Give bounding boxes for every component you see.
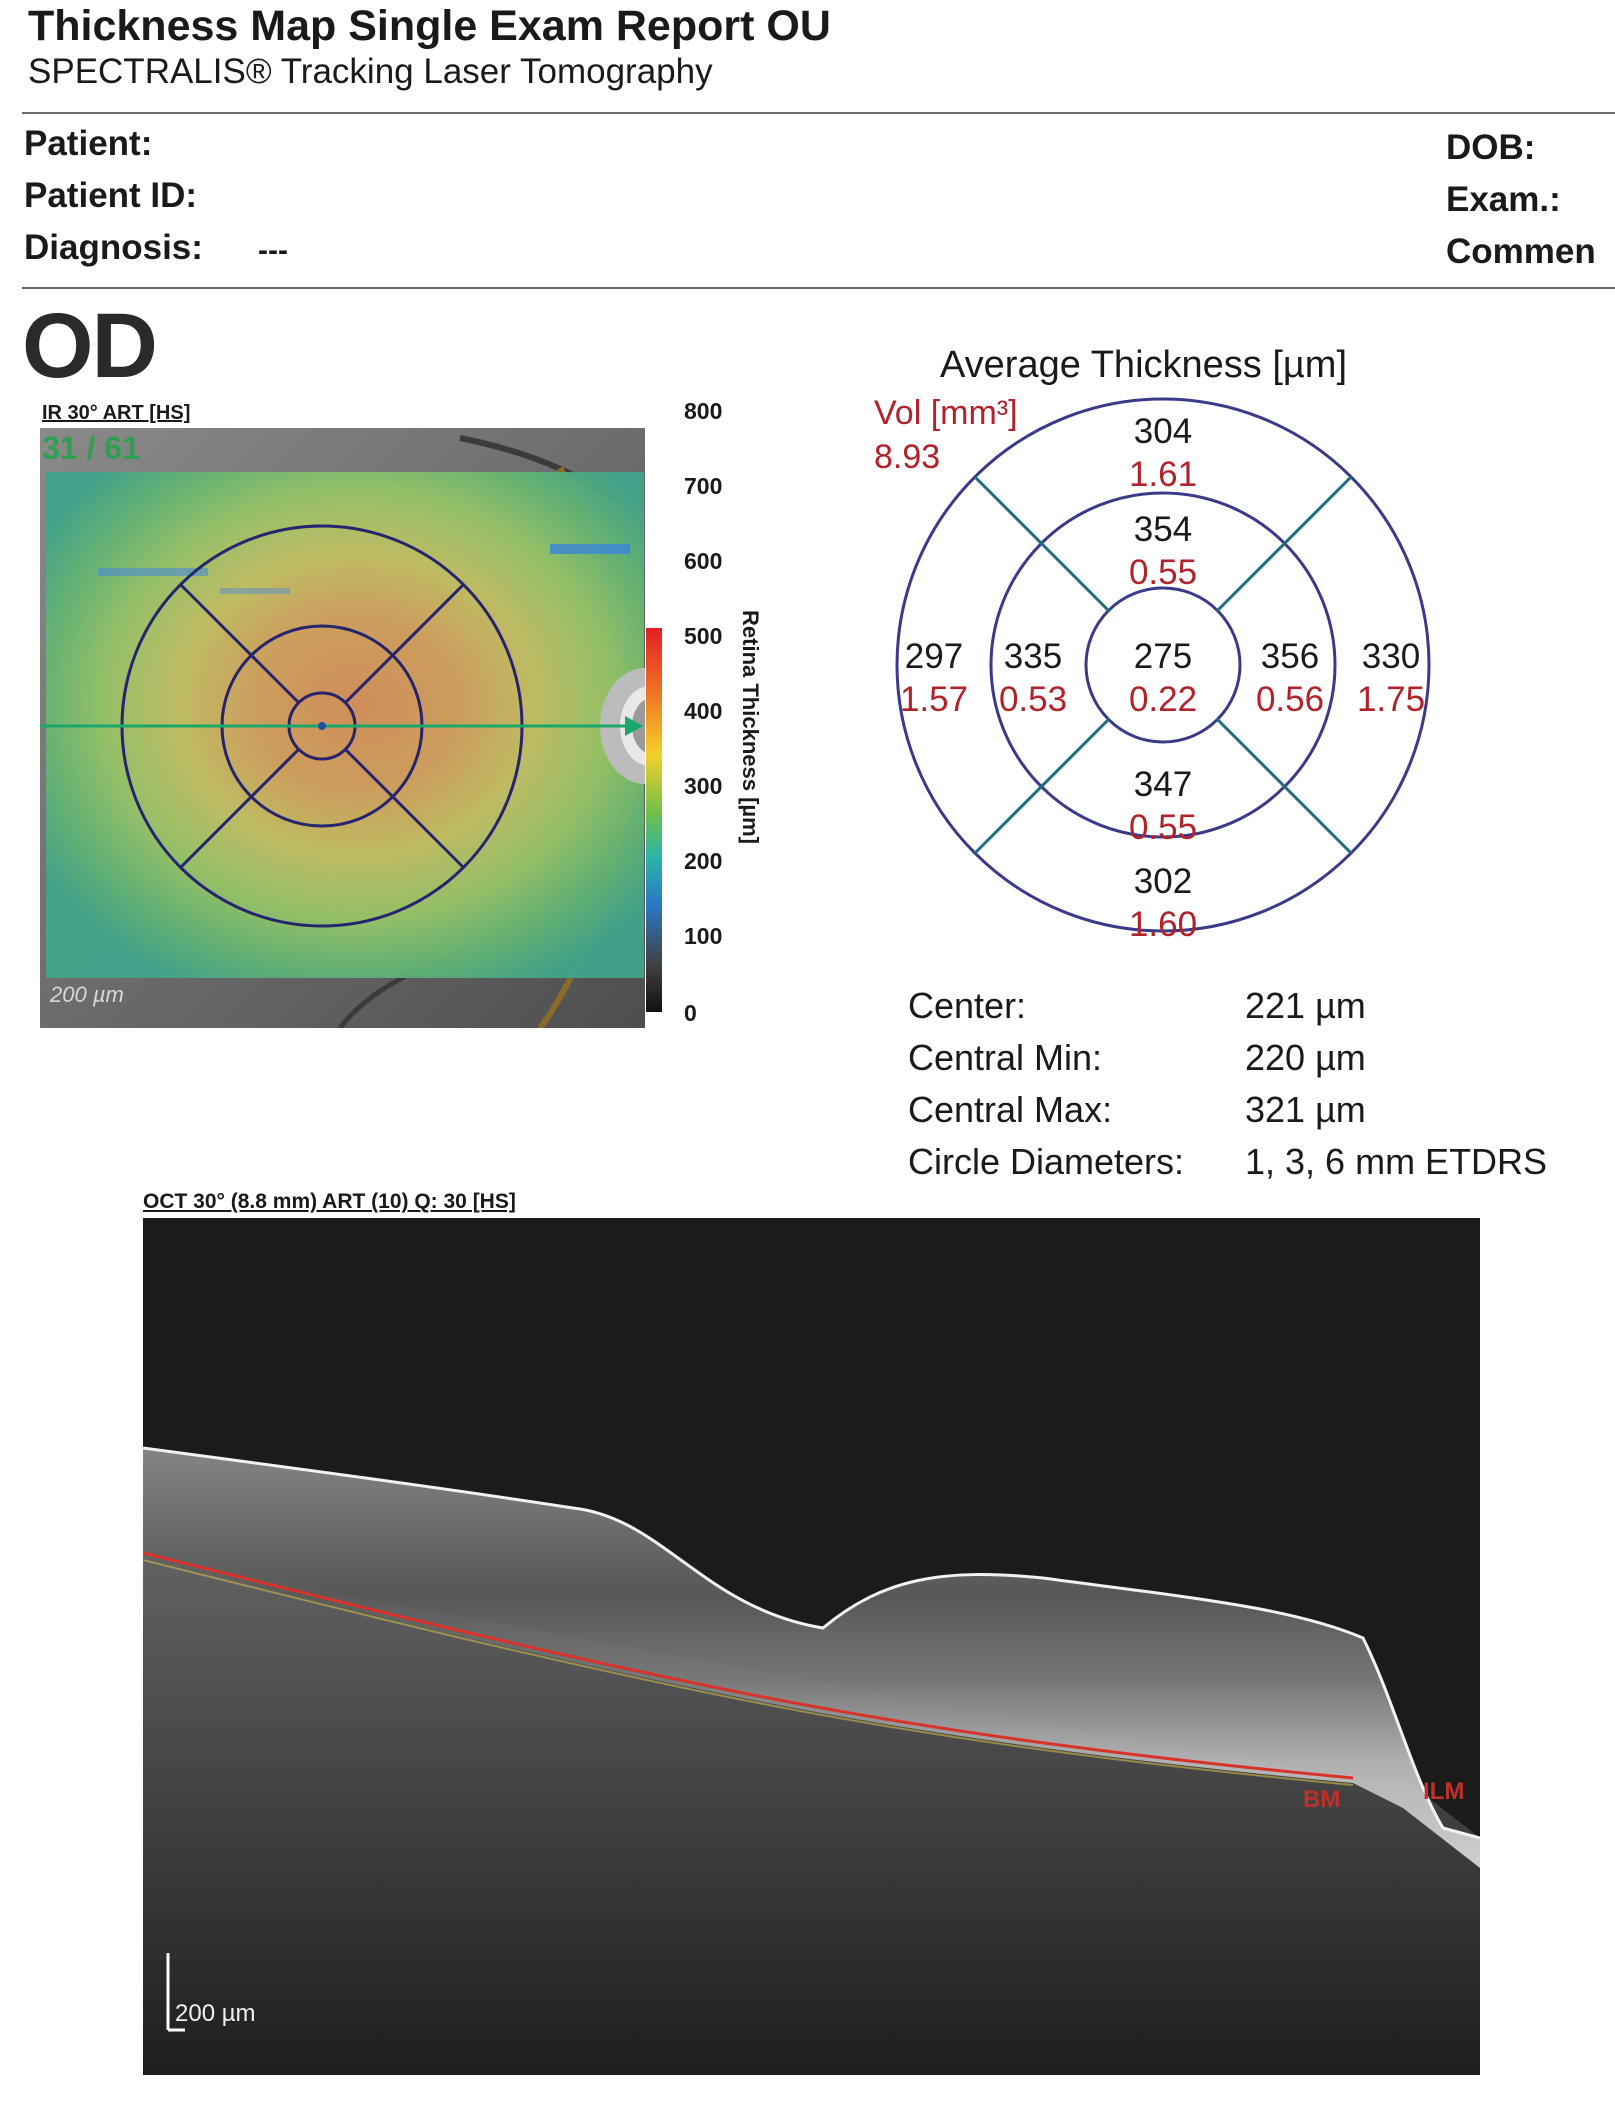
- frame-counter: 31 / 61: [42, 430, 140, 466]
- report-title: Thickness Map Single Exam Report OU: [28, 2, 831, 50]
- ilm-label: ILM: [1423, 1778, 1465, 1805]
- outer-nasal-thickness: 330: [1361, 637, 1421, 676]
- central-max-value: 321 µm: [1245, 1089, 1366, 1130]
- scale-tick-700: 700: [684, 473, 723, 499]
- dob-label: DOB:: [1446, 128, 1536, 167]
- oct-bscan-image: BM ILM 200 µm: [143, 1218, 1480, 2075]
- color-scale-bar: [646, 628, 662, 1012]
- circle-diameters-label: Circle Diameters:: [908, 1141, 1185, 1182]
- volume-total: 8.93: [874, 438, 941, 476]
- diagnosis-label: Diagnosis:: [24, 228, 203, 267]
- ir-fundus-image: 31 / 61 200 µm: [40, 428, 645, 1028]
- exam-label: Exam.:: [1446, 180, 1561, 219]
- outer-nasal-volume: 1.75: [1356, 680, 1426, 719]
- color-scale-label: Retina Thickness [µm]: [738, 610, 763, 844]
- header-divider: [22, 112, 1615, 114]
- central-min-value: 220 µm: [1245, 1037, 1366, 1078]
- inner-superior-thickness: 354: [1133, 510, 1193, 549]
- diagnosis-value: ---: [258, 234, 288, 267]
- oct-scale-bar-label: 200 µm: [175, 2000, 256, 2027]
- outer-inferior-volume: 1.60: [1128, 905, 1198, 944]
- scale-tick-200: 200: [684, 848, 723, 874]
- scale-tick-100: 100: [684, 923, 723, 949]
- patient-label: Patient:: [24, 124, 153, 163]
- scale-tick-600: 600: [684, 548, 723, 574]
- info-divider: [22, 287, 1615, 289]
- report-subtitle: SPECTRALIS® Tracking Laser Tomography: [28, 52, 713, 91]
- central-min-label: Central Min:: [908, 1037, 1103, 1078]
- inner-temporal-thickness: 335: [1003, 637, 1063, 676]
- etdrs-grid: [895, 397, 1431, 933]
- thickness-map-overlay: [40, 428, 645, 1028]
- scale-tick-400: 400: [684, 698, 723, 724]
- inner-superior-volume: 0.55: [1128, 553, 1198, 592]
- scale-tick-0: 0: [684, 1000, 697, 1026]
- outer-temporal-thickness: 297: [904, 637, 964, 676]
- center-label: Center:: [908, 985, 1027, 1026]
- inner-nasal-volume: 0.56: [1255, 680, 1325, 719]
- scale-tick-500: 500: [684, 623, 723, 649]
- average-thickness-title: Average Thickness [µm]: [940, 344, 1347, 386]
- center-value: 221 µm: [1245, 985, 1366, 1026]
- inner-inferior-volume: 0.55: [1128, 808, 1198, 847]
- scale-tick-300: 300: [684, 773, 723, 799]
- center-volume: 0.22: [1128, 680, 1198, 719]
- volume-label: Vol [mm³]: [874, 394, 1018, 432]
- circle-diameters-value: 1, 3, 6 mm ETDRS: [1245, 1141, 1548, 1182]
- oct-bscan-graphic: [143, 1218, 1480, 2075]
- outer-inferior-thickness: 302: [1133, 862, 1193, 901]
- outer-superior-volume: 1.61: [1128, 455, 1198, 494]
- inner-inferior-thickness: 347: [1133, 765, 1193, 804]
- comment-label: Commen: [1446, 232, 1596, 271]
- patient-id-label: Patient ID:: [24, 176, 198, 215]
- oct-image-caption: OCT 30° (8.8 mm) ART (10) Q: 30 [HS]: [143, 1190, 516, 1213]
- scale-tick-800: 800: [684, 398, 723, 424]
- ir-scale-bar-label: 200 µm: [50, 982, 124, 1007]
- inner-temporal-volume: 0.53: [998, 680, 1068, 719]
- outer-temporal-volume: 1.57: [899, 680, 969, 719]
- central-max-label: Central Max:: [908, 1089, 1113, 1130]
- outer-superior-thickness: 304: [1133, 412, 1193, 451]
- inner-nasal-thickness: 356: [1260, 637, 1320, 676]
- center-thickness: 275: [1133, 637, 1193, 676]
- eye-label: OD: [22, 295, 158, 397]
- ir-image-caption: IR 30° ART [HS]: [42, 402, 191, 424]
- bm-label: BM: [1303, 1786, 1341, 1813]
